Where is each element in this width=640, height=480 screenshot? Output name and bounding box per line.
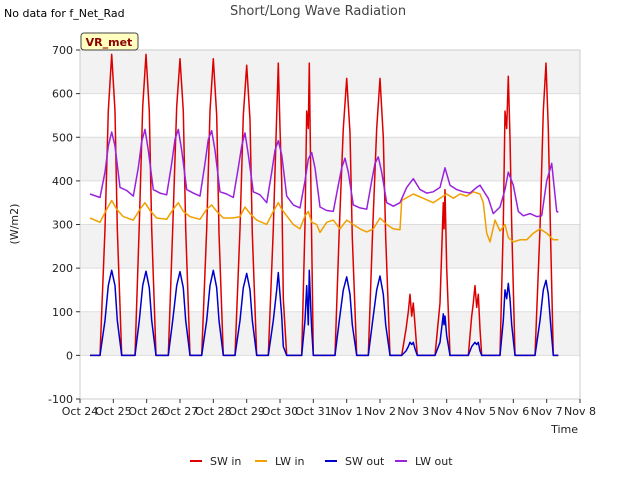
station-badge: VR_met (80, 32, 139, 51)
x-tick-label: Nov 7 (531, 405, 563, 418)
x-tick-label: Oct 31 (295, 405, 332, 418)
y-tick-label: 400 (52, 175, 73, 188)
chart-title: Short/Long Wave Radiation (230, 4, 406, 19)
plot-band (80, 50, 580, 94)
series-line-lw-in (89, 191, 559, 243)
series-lines (89, 53, 559, 357)
y-tick-label: 100 (52, 306, 73, 319)
plot-band (80, 224, 580, 269)
y-tick-label: 500 (52, 131, 73, 144)
series-line-lw-out (89, 128, 559, 218)
plot-band (80, 311, 580, 356)
legend-label-sw-out: SW out (345, 455, 385, 468)
series-line-sw-out (90, 269, 559, 357)
plot-area (79, 49, 581, 400)
x-tick-label: Oct 27 (162, 405, 199, 418)
y-axis-ticks: -100 0 100 200 300 400 500 600 700 (48, 44, 80, 406)
y-tick-label: -100 (48, 393, 73, 406)
station-badge-label: VR_met (86, 36, 133, 49)
x-tick-label: Nov 5 (464, 405, 496, 418)
x-tick-label: Nov 4 (431, 405, 463, 418)
plot-band (80, 137, 580, 181)
y-axis-label: (W/m2) (8, 204, 21, 245)
x-tick-label: Nov 3 (397, 405, 429, 418)
y-tick-label: 300 (52, 219, 73, 232)
x-tick-label: Oct 28 (195, 405, 232, 418)
x-tick-label: Oct 26 (128, 405, 165, 418)
series-line-sw-in (90, 53, 559, 357)
legend-label-lw-in: LW in (275, 455, 305, 468)
x-axis-label: Time (550, 423, 578, 436)
x-tick-label: Oct 24 (62, 405, 99, 418)
legend-label-sw-in: SW in (210, 455, 241, 468)
x-tick-label: Nov 1 (331, 405, 363, 418)
x-tick-label: Oct 25 (95, 405, 132, 418)
x-tick-label: Nov 8 (564, 405, 596, 418)
x-tick-label: Nov 6 (497, 405, 529, 418)
no-data-note: No data for f_Net_Rad (4, 7, 125, 20)
y-tick-label: 0 (66, 349, 73, 362)
station-badge-box (80, 32, 139, 51)
y-tick-label: 200 (52, 262, 73, 275)
x-tick-label: Oct 30 (262, 405, 299, 418)
legend: SW in LW in SW out LW out (190, 455, 453, 468)
legend-label-lw-out: LW out (415, 455, 453, 468)
y-tick-label: 700 (52, 44, 73, 57)
x-tick-label: Oct 29 (228, 405, 265, 418)
y-tick-label: 600 (52, 88, 73, 101)
x-tick-label: Nov 2 (364, 405, 396, 418)
